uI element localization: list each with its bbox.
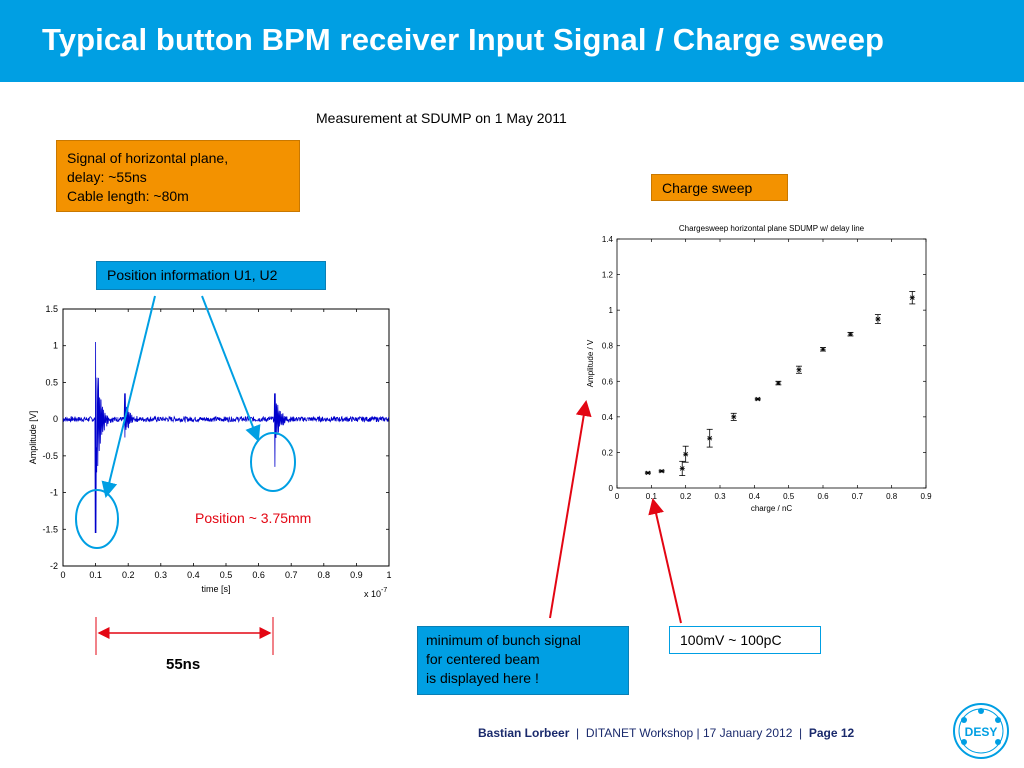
- signal-xtick-label: 0.1: [89, 570, 102, 580]
- signal-info-line3: Cable length: ~80m: [67, 188, 189, 204]
- charge-point: [658, 468, 665, 474]
- signal-ytick-label: -2: [50, 561, 58, 571]
- charge-xtick-label: 0.6: [817, 492, 829, 501]
- signal-ytick-label: -1: [50, 488, 58, 498]
- signal-xtick-label: 0.8: [318, 570, 331, 580]
- charge-ytick-label: 0.6: [602, 377, 614, 386]
- signal-xtick-label: 0.9: [350, 570, 363, 580]
- title-bar: Typical button BPM receiver Input Signal…: [0, 0, 1024, 82]
- charge-point: [775, 380, 782, 386]
- charge-ytick-label: 0.2: [602, 448, 614, 457]
- signal-info-line2: delay: ~55ns: [67, 169, 147, 185]
- charge-sweep-box: Charge sweep: [651, 174, 788, 201]
- charge-ytick-label: 1.2: [602, 271, 614, 280]
- minimum-signal-box: minimum of bunch signal for centered bea…: [417, 626, 629, 695]
- charge-point: [754, 396, 761, 402]
- desy-logo-text: DESY: [965, 725, 998, 739]
- signal-chart-multiplier: x 10-7: [364, 587, 387, 599]
- signal-xtick-label: 0.6: [252, 570, 265, 580]
- charge-xtick-label: 0.7: [852, 492, 864, 501]
- minimum-line3: is displayed here !: [426, 670, 539, 686]
- charge-ytick-label: 0.8: [602, 342, 614, 351]
- signal-chart: 0 0.1 0.2 0.3 0.4 0.5 0.6 0.7 0.8 0.9 1 1.5 1 0.5 0 -0.…: [28, 304, 392, 599]
- charge-point: [679, 460, 686, 476]
- charge-xtick-label: 0.9: [920, 492, 932, 501]
- charge-point: [820, 346, 826, 352]
- charge-ytick-label: 0.4: [602, 413, 614, 422]
- footer: Bastian Lorbeer | DITANET Workshop | 17 …: [478, 726, 855, 740]
- charge-xtick-label: 0.1: [646, 492, 658, 501]
- charge-xtick-label: 0: [615, 492, 620, 501]
- charge-ytick-label: 1: [609, 306, 614, 315]
- signal-info-box: Signal of horizontal plane, delay: ~55ns…: [56, 140, 300, 212]
- charge-sweep-chart: Chargesweep horizontal plane SDUMP w/ de…: [586, 224, 932, 513]
- charge-ytick-label: 1.4: [602, 235, 614, 244]
- charge-sweep-xlabel: charge / nC: [751, 504, 793, 513]
- arrow-ratio: [648, 498, 682, 624]
- signal-ytick-label: -1.5: [42, 524, 58, 534]
- desy-logo: DESY: [953, 703, 1009, 759]
- signal-xtick-label: 0.5: [220, 570, 233, 580]
- charge-ytick-label: 0: [609, 484, 614, 493]
- position-info-box: Position information U1, U2: [96, 261, 326, 290]
- signal-ytick-label: 0: [53, 414, 58, 424]
- signal-xtick-label: 1: [386, 570, 391, 580]
- charge-xtick-label: 0.4: [749, 492, 761, 501]
- charge-xtick-label: 0.3: [714, 492, 726, 501]
- signal-ytick-label: 1: [53, 341, 58, 351]
- charge-sweep-ylabel: Amplitude / V: [586, 339, 595, 387]
- charge-point: [874, 314, 881, 324]
- footer-event: DITANET Workshop | 17 January 2012: [585, 726, 793, 740]
- charge-xtick-label: 0.2: [680, 492, 692, 501]
- footer-page: Page 12: [808, 726, 855, 740]
- footer-sep: |: [576, 726, 580, 740]
- charge-sweep-title: Chargesweep horizontal plane SDUMP w/ de…: [679, 224, 865, 233]
- ratio-box: 100mV ~ 100pC: [669, 626, 821, 654]
- signal-ytick-label: 1.5: [45, 304, 58, 314]
- footer-author: Bastian Lorbeer: [478, 726, 570, 740]
- signal-trace: [62, 341, 390, 534]
- signal-xtick-label: 0: [60, 570, 65, 580]
- charge-xtick-label: 0.8: [886, 492, 898, 501]
- signal-info-line1: Signal of horizontal plane,: [67, 150, 229, 166]
- minimum-line2: for centered beam: [426, 651, 540, 667]
- signal-chart-xlabel: time [s]: [201, 584, 230, 594]
- signal-xtick-label: 0.7: [285, 570, 298, 580]
- minimum-line1: minimum of bunch signal: [426, 632, 581, 648]
- charge-point: [644, 470, 651, 476]
- charge-point: [682, 445, 689, 463]
- signal-xtick-label: 0.2: [122, 570, 135, 580]
- signal-chart-ylabel: Amplitude [V]: [28, 411, 38, 465]
- charge-point: [730, 412, 737, 421]
- position-note: Position ~ 3.75mm: [195, 510, 312, 526]
- charge-xtick-label: 0.5: [783, 492, 795, 501]
- measurement-subtitle: Measurement at SDUMP on 1 May 2011: [316, 110, 567, 126]
- charge-point: [847, 331, 854, 337]
- signal-ytick-label: -0.5: [42, 451, 58, 461]
- charge-point: [909, 291, 916, 305]
- signal-xtick-label: 0.3: [155, 570, 168, 580]
- slide-title: Typical button BPM receiver Input Signal…: [42, 22, 885, 57]
- charge-point: [795, 365, 802, 374]
- charge-point: [706, 428, 713, 448]
- signal-xtick-label: 0.4: [187, 570, 200, 580]
- signal-ytick-label: 0.5: [45, 377, 58, 387]
- duration-label: 55ns: [166, 656, 201, 673]
